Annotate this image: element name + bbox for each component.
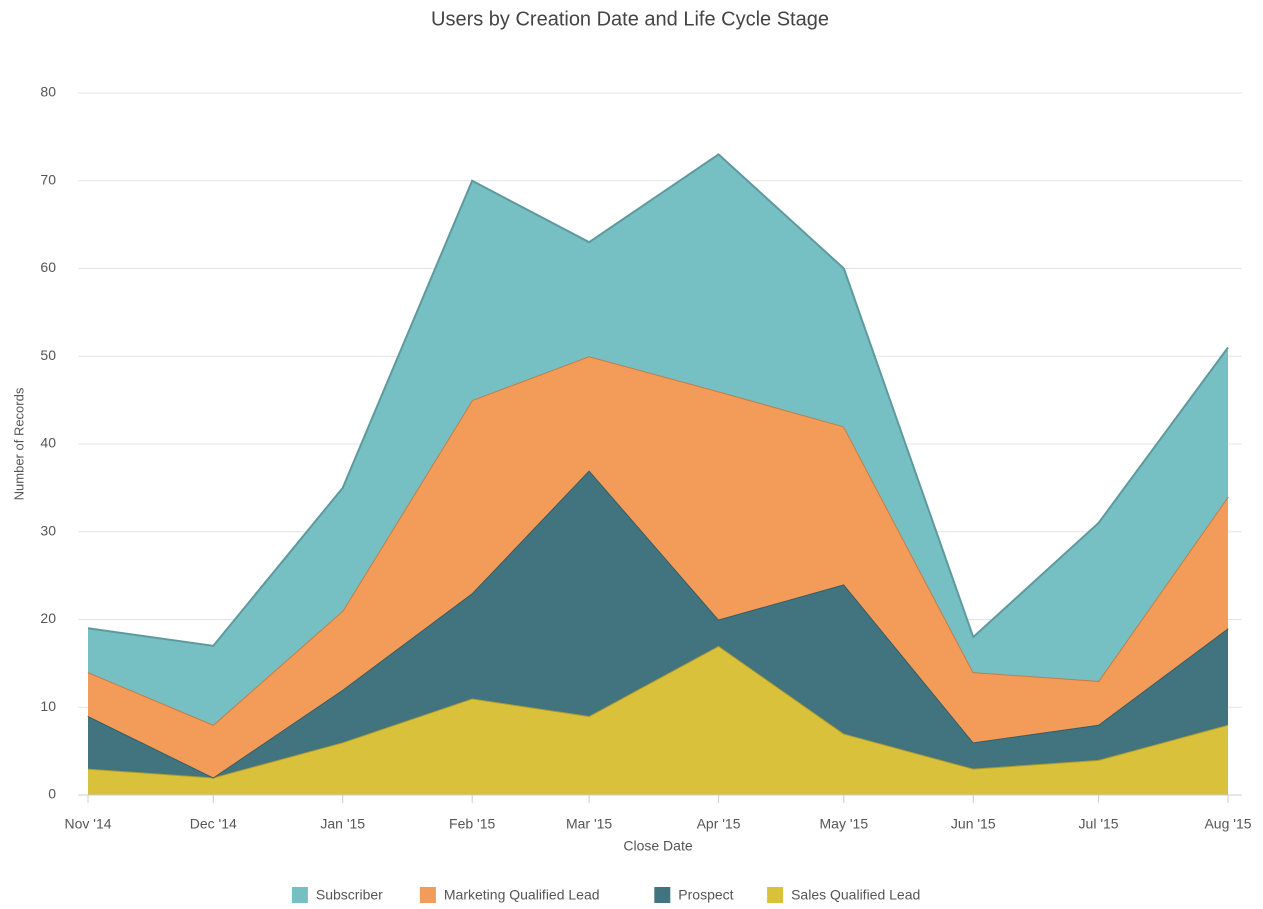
legend-label: Subscriber [316, 887, 383, 903]
legend-label: Sales Qualified Lead [791, 887, 920, 903]
area [88, 154, 1228, 725]
y-tick-label: 10 [40, 698, 56, 714]
x-tick-label: Jan '15 [320, 816, 365, 832]
x-tick-label: Nov '14 [64, 816, 111, 832]
y-axis-label: Number of Records [11, 387, 26, 500]
x-tick-label: Mar '15 [566, 816, 612, 832]
x-tick-label: Jul '15 [1079, 816, 1119, 832]
y-tick-label: 30 [40, 522, 56, 538]
y-tick-label: 0 [48, 786, 56, 802]
chart-title: Users by Creation Date and Life Cycle St… [431, 8, 829, 30]
legend-swatch [291, 887, 308, 903]
area [88, 470, 1228, 778]
area [88, 645, 1228, 795]
y-tick-label: 60 [40, 259, 56, 275]
legend-label: Prospect [678, 887, 733, 903]
y-tick-label: 20 [40, 610, 56, 626]
x-tick-label: Feb '15 [449, 816, 495, 832]
x-tick-label: Aug '15 [1204, 816, 1251, 832]
legend-swatch [654, 887, 671, 903]
x-tick-label: Dec '14 [190, 816, 237, 832]
legend-swatch [767, 887, 784, 903]
y-tick-label: 70 [40, 171, 56, 187]
x-tick-label: Jun '15 [951, 816, 996, 832]
x-axis-label: Close Date [623, 838, 692, 854]
y-tick-label: 50 [40, 347, 56, 363]
legend-label: Marketing Qualified Lead [444, 887, 600, 903]
legend-swatch [419, 887, 436, 903]
area [88, 356, 1228, 778]
x-tick-label: May '15 [820, 816, 869, 832]
x-tick-label: Apr '15 [697, 816, 741, 832]
y-tick-label: 80 [40, 84, 56, 100]
y-tick-label: 40 [40, 435, 56, 451]
area-edge [87, 153, 1229, 647]
